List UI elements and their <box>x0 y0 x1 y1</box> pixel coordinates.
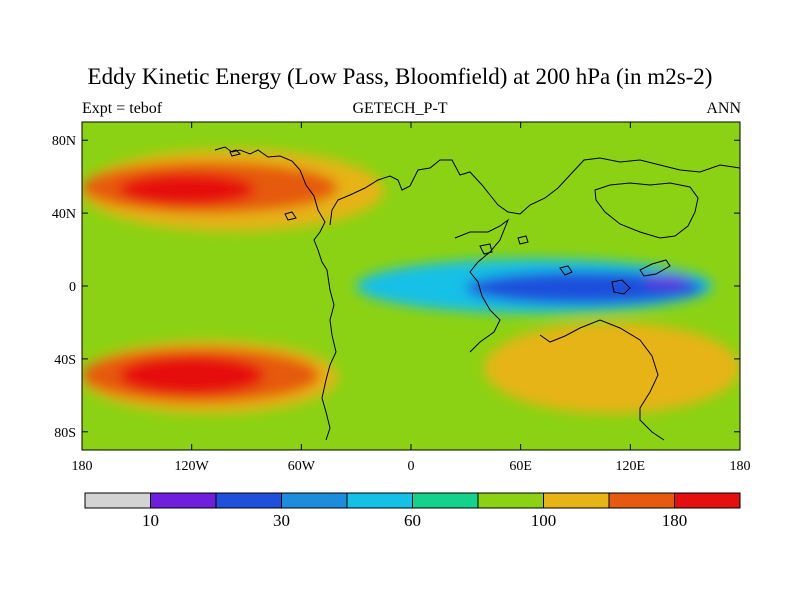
lat-tick-label: 80S <box>54 426 76 441</box>
colorbar-label: 180 <box>662 511 688 530</box>
lat-tick-label: 40S <box>54 353 76 368</box>
coast-arctic-1 <box>229 149 241 157</box>
colorbar-box <box>215 492 282 509</box>
colorbar-box <box>346 492 413 509</box>
axis-ticks: 180 120W 60W 0 60E 120E 180 80N 40N 0 40S 80S <box>52 122 751 474</box>
colorbar-box <box>543 492 610 509</box>
colorbar-box <box>84 492 151 509</box>
lat-tick-label: 40N <box>52 207 76 222</box>
lat-tick-label: 0 <box>69 280 76 295</box>
field-region-equatorial-low-core <box>465 271 704 305</box>
colorbar-box <box>412 492 479 509</box>
colorbar-box <box>477 492 544 509</box>
colorbar-label: 60 <box>404 511 421 530</box>
coast-island-2 <box>611 279 631 295</box>
coast-northern-lake <box>594 182 699 239</box>
colorbar-box <box>608 492 675 509</box>
season-label: ANN <box>706 100 741 117</box>
field-region-south-pacific-jet <box>118 355 265 396</box>
lon-tick-label: 120W <box>175 459 210 474</box>
experiment-label: Expt = tebof <box>82 100 163 117</box>
colorbar-label: 100 <box>531 511 557 530</box>
coastlines <box>214 146 740 441</box>
coast-eurasia <box>329 157 740 226</box>
lon-tick-label: 0 <box>408 459 415 474</box>
lon-tick-label: 180 <box>72 459 93 474</box>
coast-america <box>214 146 337 441</box>
colorbar-box <box>674 492 741 509</box>
field-region-equatorial-min <box>644 275 689 286</box>
coast-arctic-3 <box>479 243 493 255</box>
plot-title: Eddy Kinetic Energy (Low Pass, Bloomfiel… <box>87 64 713 89</box>
colorbar: 10 30 60 100 180 <box>84 492 741 530</box>
colorbar-label: 10 <box>142 511 159 530</box>
lon-tick-label: 120E <box>616 459 646 474</box>
lon-tick-label: 180 <box>730 459 751 474</box>
field-region-southern-warm-band <box>484 322 740 414</box>
eke-field <box>82 122 740 450</box>
lon-tick-label: 60E <box>509 459 532 474</box>
coast-arctic-4 <box>517 235 529 245</box>
lat-tick-label: 80N <box>52 134 76 149</box>
coast-island-3 <box>559 265 573 276</box>
coast-island-1 <box>639 259 671 277</box>
colorbar-box <box>281 492 348 509</box>
coast-south <box>539 319 665 441</box>
field-region-north-pacific-jet <box>118 173 256 206</box>
colorbar-label: 30 <box>273 511 290 530</box>
lon-tick-label: 60W <box>288 459 316 474</box>
dataset-label: GETECH_P-T <box>352 100 448 117</box>
coast-africa <box>454 218 510 353</box>
coast-arctic-2 <box>284 211 297 221</box>
colorbar-box <box>150 492 217 509</box>
